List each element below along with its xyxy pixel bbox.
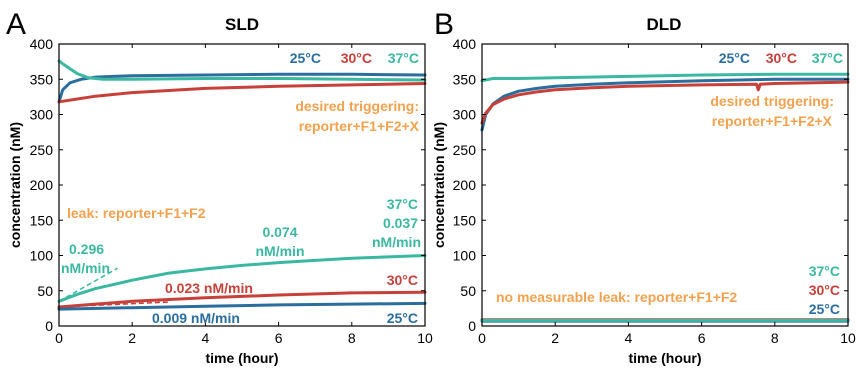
x-tick-label: 0	[55, 330, 63, 346]
rate-37c-initial-unit: nM/min	[61, 260, 110, 276]
y-tick-label: 0	[45, 318, 53, 334]
leak-label-25c: 25°C	[387, 310, 418, 326]
y-tick-label: 250	[453, 142, 477, 158]
y-tick-label: 150	[30, 212, 54, 228]
leak-label-30c: 30°C	[809, 282, 840, 298]
series-line-trigger-30c	[57, 82, 427, 104]
series-line-trigger-30c	[480, 80, 850, 125]
desired-triggering-reaction: reporter+F1+F2+X	[712, 113, 833, 129]
rate-30c: 0.023 nM/min	[165, 280, 253, 296]
chart-title: SLD	[225, 15, 259, 34]
x-tick-label: 6	[275, 330, 283, 346]
y-tick-label: 150	[453, 212, 477, 228]
y-tick-label: 200	[30, 177, 54, 193]
leak-label: leak: reporter+F1+F2	[67, 205, 206, 221]
y-axis-label: concentration (nM)	[431, 122, 447, 248]
series-line-trigger-37c	[480, 72, 850, 83]
panel-letter: B	[434, 8, 454, 41]
x-axis-label: time (hour)	[628, 350, 701, 366]
fit-line	[58, 301, 169, 308]
leak-label-37c: 37°C	[387, 196, 418, 212]
rate-37c-end-value: 0.037	[383, 215, 418, 231]
y-tick-label: 400	[30, 36, 54, 52]
desired-triggering-reaction: reporter+F1+F2+X	[299, 118, 420, 134]
rate-37c-mid-unit: nM/min	[256, 243, 305, 259]
y-tick-label: 200	[453, 177, 477, 193]
leak-label-25c: 25°C	[809, 301, 840, 317]
y-tick-label: 300	[30, 107, 54, 123]
fit-line-layer	[58, 267, 169, 308]
legend: 25°C 30°C 37°C	[719, 50, 843, 66]
x-axis-label: time (hour)	[205, 350, 278, 366]
y-axis-label: concentration (nM)	[7, 122, 23, 248]
no-leak-label: no measurable leak: reporter+F1+F2	[496, 289, 737, 305]
y-tick-label: 400	[453, 36, 477, 52]
legend-37c: 37°C	[388, 50, 419, 66]
series-line-leak-25c	[57, 301, 427, 311]
x-tick-label: 2	[128, 330, 136, 346]
x-tick-label: 2	[551, 330, 559, 346]
y-tick-label: 350	[453, 71, 477, 87]
x-tick-label: 8	[348, 330, 356, 346]
series-line-trigger-25c	[57, 72, 427, 104]
panel-letter: A	[6, 8, 26, 41]
y-tick-label: 0	[468, 318, 476, 334]
y-tick-label: 100	[453, 248, 477, 264]
y-tick-label: 250	[30, 142, 54, 158]
legend-25c: 25°C	[290, 50, 321, 66]
desired-triggering-label: desired triggering:	[710, 93, 834, 109]
y-tick-label: 100	[30, 248, 54, 264]
leak-label-37c: 37°C	[809, 263, 840, 279]
rate-37c-mid-value: 0.074	[262, 224, 297, 240]
legend-25c: 25°C	[719, 50, 750, 66]
x-tick-label: 4	[202, 330, 210, 346]
y-tick-label: 300	[453, 107, 477, 123]
x-tick-label: 6	[698, 330, 706, 346]
rate-25c: 0.009 nM/min	[152, 310, 240, 326]
legend: 25°C 30°C 37°C	[290, 50, 419, 66]
series-layer	[57, 59, 427, 311]
legend-37c: 37°C	[812, 50, 843, 66]
legend-30c: 30°C	[341, 50, 372, 66]
legend-30c: 30°C	[766, 50, 797, 66]
y-tick-label: 50	[37, 283, 53, 299]
x-tick-label: 10	[417, 330, 433, 346]
series-line-leak-37c	[57, 254, 427, 303]
leak-label-30c: 30°C	[387, 272, 418, 288]
rate-37c-end-unit: nM/min	[372, 234, 421, 250]
x-tick-label: 10	[840, 330, 856, 346]
fit-line	[58, 267, 118, 302]
chart-title: DLD	[647, 15, 682, 34]
y-tick-label: 350	[30, 71, 54, 87]
x-tick-label: 0	[478, 330, 486, 346]
rate-37c-initial-value: 0.296	[69, 241, 104, 257]
series-line-leak-30c	[57, 290, 427, 309]
y-tick-label: 50	[460, 283, 476, 299]
series-line-trigger-37c	[57, 59, 427, 82]
series-layer	[480, 72, 850, 323]
x-tick-label: 4	[625, 330, 633, 346]
x-tick-label: 8	[771, 330, 779, 346]
desired-triggering-label: desired triggering:	[295, 98, 419, 114]
